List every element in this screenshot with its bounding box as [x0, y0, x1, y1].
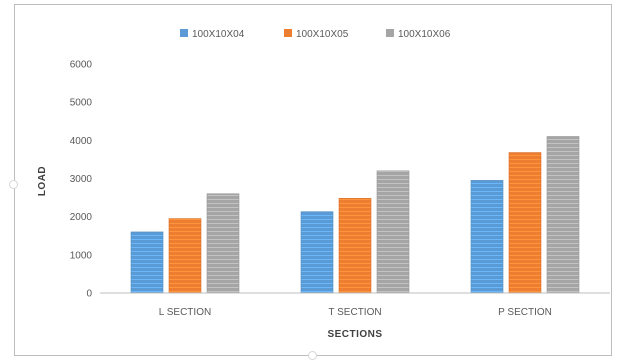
bar-100X10X06-t-section — [376, 170, 410, 294]
x-tick-label: P SECTION — [498, 307, 552, 318]
legend-swatch — [180, 29, 188, 37]
y-tick-label: 2000 — [70, 212, 93, 223]
legend-label: 100X10X04 — [192, 29, 245, 40]
x-tick-label: T SECTION — [328, 307, 381, 318]
bar-100X10X06-p-section — [546, 136, 580, 294]
x-axis-title: SECTIONS — [327, 329, 382, 340]
y-axis-title: LOAD — [37, 166, 48, 196]
y-tick-label: 3000 — [70, 174, 93, 185]
x-axis: L SECTION T SECTION P SECTION — [100, 292, 610, 318]
legend-swatch — [386, 29, 394, 37]
bar-100X10X04-l-section — [130, 231, 164, 294]
y-tick-label: 0 — [86, 289, 92, 300]
bar-100X10X05-t-section — [338, 198, 372, 294]
bar-100X10X04-p-section — [470, 180, 504, 294]
y-tick-label: 6000 — [70, 60, 93, 71]
y-tick-label: 1000 — [70, 250, 93, 261]
y-tick-label: 4000 — [70, 136, 93, 147]
resize-handle-bottom[interactable] — [308, 351, 317, 360]
y-tick-label: 5000 — [70, 98, 93, 109]
bar-100X10X05-l-section — [168, 218, 202, 294]
bar-100X10X05-p-section — [508, 152, 542, 294]
bar-100X10X04-t-section — [300, 211, 334, 294]
x-tick-label: L SECTION — [159, 307, 211, 318]
resize-handle-left[interactable] — [9, 180, 18, 189]
legend: 100X10X04 100X10X05 100X10X06 — [180, 29, 451, 40]
y-axis: 0 1000 2000 3000 4000 5000 6000 — [70, 60, 93, 300]
legend-label: 100X10X05 — [296, 29, 349, 40]
legend-label: 100X10X06 — [398, 29, 451, 40]
legend-swatch — [284, 29, 292, 37]
bar-100X10X06-l-section — [206, 193, 240, 294]
bars — [130, 136, 580, 294]
